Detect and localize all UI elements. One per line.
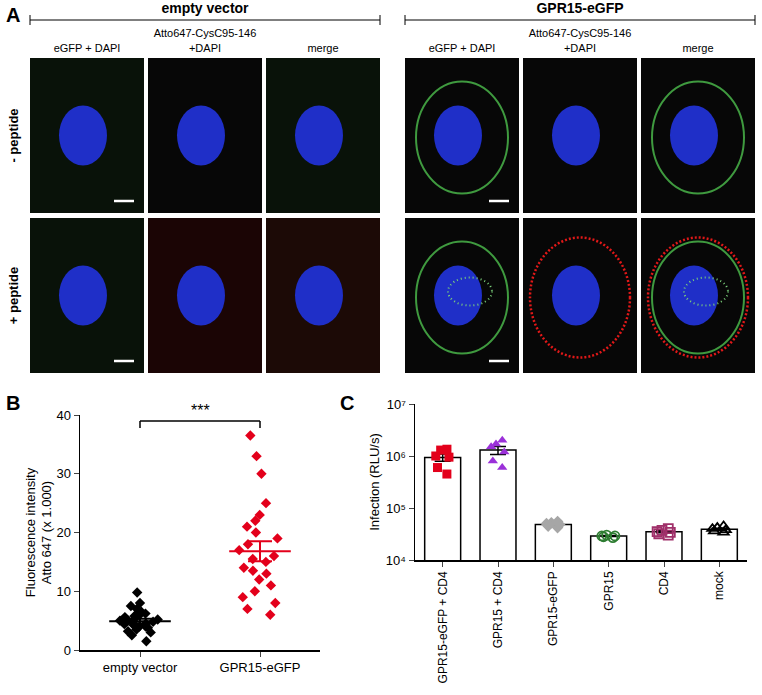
svg-text:10⁴: 10⁴ (386, 553, 406, 568)
svg-text:10: 10 (56, 584, 70, 599)
svg-text:+ peptide: + peptide (6, 267, 21, 324)
svg-text:- peptide: - peptide (6, 108, 21, 162)
svg-text:GPR15-eGFP: GPR15-eGFP (220, 660, 301, 675)
svg-text:empty vector: empty vector (161, 0, 249, 16)
svg-text:0: 0 (64, 643, 71, 658)
svg-text:GPR15-eGFP + CD4: GPR15-eGFP + CD4 (436, 571, 450, 683)
svg-text:20: 20 (56, 525, 70, 540)
svg-text:GPR15 + CD4: GPR15 + CD4 (491, 571, 505, 648)
svg-text:+DAPI: +DAPI (189, 42, 221, 54)
svg-text:empty vector: empty vector (103, 660, 178, 675)
svg-text:10⁷: 10⁷ (387, 397, 406, 412)
svg-text:merge: merge (682, 42, 713, 54)
svg-text:Infection (RLU/s): Infection (RLU/s) (367, 433, 382, 531)
svg-text:+DAPI: +DAPI (564, 42, 596, 54)
svg-text:***: *** (191, 402, 210, 419)
svg-text:10⁵: 10⁵ (386, 501, 406, 516)
svg-text:CD4: CD4 (657, 571, 671, 595)
svg-text:merge: merge (307, 42, 338, 54)
svg-text:GPR15-eGFP: GPR15-eGFP (546, 571, 560, 646)
svg-text:30: 30 (56, 466, 70, 481)
html-text:B: B (6, 392, 21, 414)
svg-text:eGFP + DAPI: eGFP + DAPI (54, 42, 121, 54)
svg-text:GPR15-eGFP: GPR15-eGFP (536, 0, 623, 16)
svg-text:eGFP + DAPI: eGFP + DAPI (429, 42, 496, 54)
svg-text:mock: mock (712, 570, 726, 600)
html-text:A: A (6, 4, 21, 26)
svg-text:Fluorescence intensityAtto 647: Fluorescence intensityAtto 647 (x 1.000) (23, 467, 55, 597)
svg-text:Atto647-CysC95-146: Atto647-CysC95-146 (154, 27, 257, 39)
svg-text:10⁶: 10⁶ (386, 449, 406, 464)
svg-text:40: 40 (56, 408, 70, 423)
svg-text:Atto647-CysC95-146: Atto647-CysC95-146 (529, 27, 632, 39)
html-text:C: C (340, 392, 355, 414)
svg-text:GPR15: GPR15 (602, 571, 616, 611)
